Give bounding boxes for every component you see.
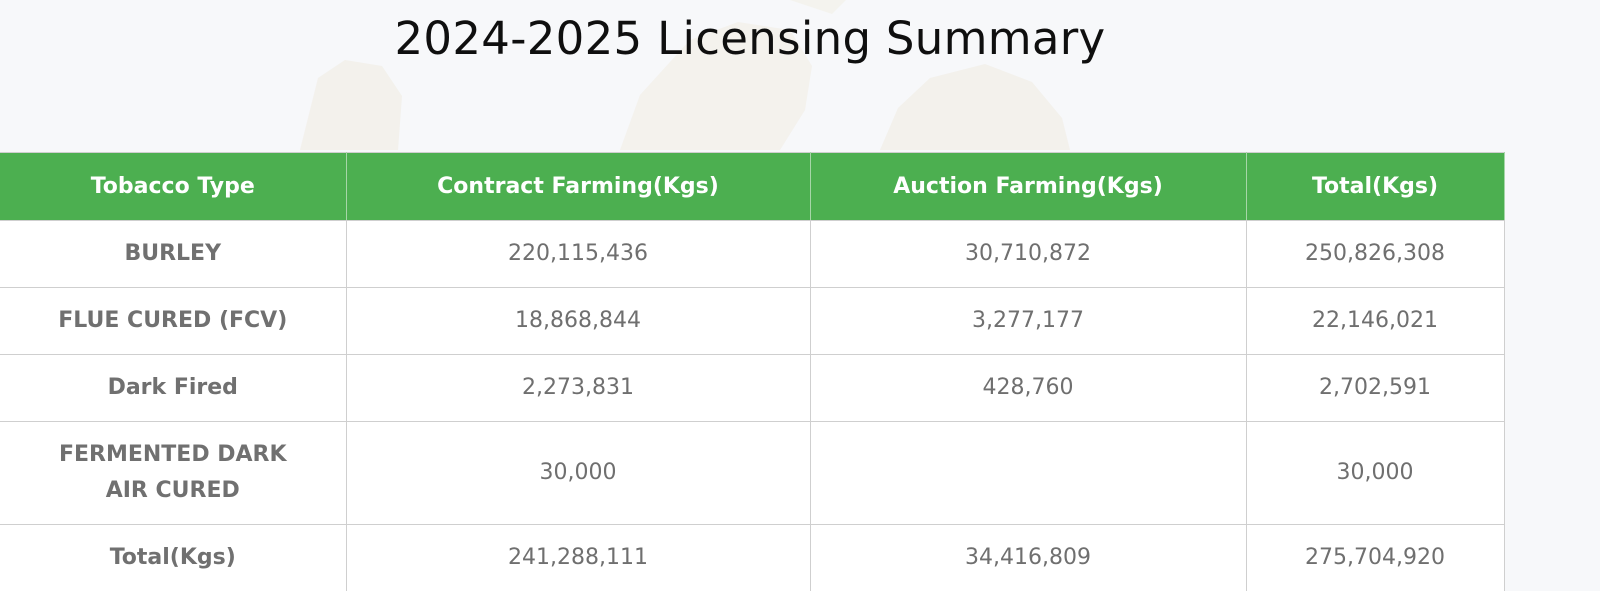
table-header: Tobacco Type Contract Farming(Kgs) Aucti… bbox=[0, 152, 1505, 221]
total-cell: 275,704,920 bbox=[1245, 524, 1505, 591]
tobacco-type-cell: BURLEY bbox=[0, 220, 347, 288]
licensing-summary-table: Tobacco Type Contract Farming(Kgs) Aucti… bbox=[0, 152, 1505, 591]
total-cell: 30,000 bbox=[1245, 421, 1505, 525]
tobacco-type-cell: Total(Kgs) bbox=[0, 524, 347, 591]
tobacco-type-cell: Dark Fired bbox=[0, 354, 347, 422]
contract-farming-cell: 220,115,436 bbox=[345, 220, 811, 288]
total-cell: 2,702,591 bbox=[1245, 354, 1505, 422]
total-cell: 22,146,021 bbox=[1245, 287, 1505, 355]
page-title: 2024-2025 Licensing Summary bbox=[394, 12, 1106, 65]
column-header-auction-farming: Auction Farming(Kgs) bbox=[809, 152, 1247, 221]
column-header-tobacco-type: Tobacco Type bbox=[0, 152, 347, 221]
auction-farming-cell bbox=[809, 421, 1247, 525]
contract-farming-cell: 2,273,831 bbox=[345, 354, 811, 422]
column-header-contract-farming: Contract Farming(Kgs) bbox=[345, 152, 811, 221]
contract-farming-cell: 30,000 bbox=[345, 421, 811, 525]
table-row-total: Total(Kgs) 241,288,111 34,416,809 275,70… bbox=[0, 524, 1505, 591]
contract-farming-cell: 241,288,111 bbox=[345, 524, 811, 591]
table-body: BURLEY 220,115,436 30,710,872 250,826,30… bbox=[0, 220, 1505, 591]
table-row: Dark Fired 2,273,831 428,760 2,702,591 bbox=[0, 354, 1505, 422]
tobacco-type-cell: FLUE CURED (FCV) bbox=[0, 287, 347, 355]
column-header-total: Total(Kgs) bbox=[1245, 152, 1505, 221]
auction-farming-cell: 34,416,809 bbox=[809, 524, 1247, 591]
table-row: FLUE CURED (FCV) 18,868,844 3,277,177 22… bbox=[0, 287, 1505, 355]
header-row: Tobacco Type Contract Farming(Kgs) Aucti… bbox=[0, 152, 1505, 221]
table-row: BURLEY 220,115,436 30,710,872 250,826,30… bbox=[0, 220, 1505, 288]
summary-table: Tobacco Type Contract Farming(Kgs) Aucti… bbox=[0, 152, 1505, 591]
auction-farming-cell: 428,760 bbox=[809, 354, 1247, 422]
total-cell: 250,826,308 bbox=[1245, 220, 1505, 288]
tobacco-type-cell: FERMENTED DARK AIR CURED bbox=[0, 421, 347, 525]
table-row: FERMENTED DARK AIR CURED 30,000 30,000 bbox=[0, 421, 1505, 525]
contract-farming-cell: 18,868,844 bbox=[345, 287, 811, 355]
tobacco-type-label: FERMENTED DARK AIR CURED bbox=[58, 442, 287, 503]
auction-farming-cell: 30,710,872 bbox=[809, 220, 1247, 288]
auction-farming-cell: 3,277,177 bbox=[809, 287, 1247, 355]
